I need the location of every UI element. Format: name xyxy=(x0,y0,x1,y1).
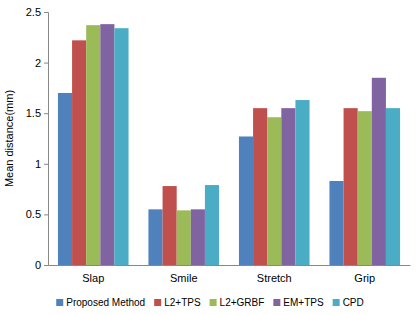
bar-series xyxy=(114,28,400,265)
bar xyxy=(86,25,100,265)
x-tick-label: Stretch xyxy=(257,272,292,284)
legend: Proposed Method L2+TPS L2+GRBF EM+TPS CPD xyxy=(56,297,364,308)
bar xyxy=(177,210,191,265)
bar xyxy=(295,100,309,265)
y-tick-mark xyxy=(44,63,48,64)
y-tick: 2.5 xyxy=(26,6,48,18)
y-tick-label: 1.5 xyxy=(26,107,41,119)
x-tick: Grip xyxy=(354,272,375,284)
bar-series xyxy=(86,25,372,265)
bar xyxy=(344,108,358,265)
bar xyxy=(163,186,177,265)
legend-label: L2+GRBF xyxy=(220,297,265,308)
legend-item: L2+TPS xyxy=(154,297,201,308)
y-tick: 1.5 xyxy=(26,107,48,119)
legend-item: EM+TPS xyxy=(273,297,324,308)
x-axis-line xyxy=(49,265,411,266)
bar xyxy=(253,108,267,265)
x-axis: Slap Smile Stretch Grip xyxy=(49,266,411,284)
bar xyxy=(267,117,281,265)
legend-swatch xyxy=(333,299,340,306)
bar xyxy=(239,136,253,265)
x-tick-label: Slap xyxy=(82,272,104,284)
bar xyxy=(114,28,128,265)
y-tick-mark xyxy=(44,113,48,114)
bar xyxy=(205,185,219,265)
y-tick-label: 0 xyxy=(35,259,41,271)
legend-swatch xyxy=(273,299,280,306)
y-axis-title: Mean distance(mm) xyxy=(3,90,15,187)
bars xyxy=(58,24,400,265)
y-axis-line xyxy=(44,13,49,266)
bar xyxy=(281,108,295,265)
bar xyxy=(100,24,114,265)
x-tick: Stretch xyxy=(257,272,292,284)
x-tick-label: Grip xyxy=(354,272,375,284)
bar xyxy=(191,209,205,265)
y-tick: 1 xyxy=(35,158,48,170)
y-tick-label: 2.5 xyxy=(26,6,41,18)
y-axis: 0 0.5 1 1.5 2 2.5 xyxy=(26,6,49,271)
x-tick-label: Smile xyxy=(170,272,198,284)
legend-label: CPD xyxy=(343,297,364,308)
y-tick: 0.5 xyxy=(26,208,48,220)
chart: 0 0.5 1 1.5 2 2.5 Slap Smile Stretch Grip Mean dis… xyxy=(0,0,420,315)
legend-swatch xyxy=(154,299,161,306)
y-tick-mark xyxy=(44,265,48,266)
y-tick-mark xyxy=(44,214,48,215)
plot: 0 0.5 1 1.5 2 2.5 Slap Smile Stretch Grip xyxy=(26,6,411,284)
x-tick: Slap xyxy=(82,272,104,284)
bar xyxy=(372,78,386,265)
y-tick-mark xyxy=(44,12,48,13)
legend-item: CPD xyxy=(333,297,364,308)
bar xyxy=(72,40,86,265)
bar xyxy=(148,209,162,265)
legend-swatch xyxy=(210,299,217,306)
bar xyxy=(386,108,400,265)
bar xyxy=(329,181,343,265)
legend-label: Proposed Method xyxy=(66,297,145,308)
y-tick: 2 xyxy=(35,57,48,69)
legend-label: L2+TPS xyxy=(164,297,201,308)
bar xyxy=(358,111,372,265)
y-tick-mark xyxy=(44,164,48,165)
bar-series xyxy=(100,24,386,265)
bar xyxy=(58,93,72,265)
y-tick: 0 xyxy=(35,259,48,271)
y-tick-label: 1 xyxy=(35,158,41,170)
legend-label: EM+TPS xyxy=(283,297,324,308)
legend-item: Proposed Method xyxy=(56,297,145,308)
legend-item: L2+GRBF xyxy=(210,297,265,308)
x-tick: Smile xyxy=(170,272,198,284)
legend-swatch xyxy=(56,299,63,306)
y-tick-label: 2 xyxy=(35,57,41,69)
y-tick-label: 0.5 xyxy=(26,208,41,220)
